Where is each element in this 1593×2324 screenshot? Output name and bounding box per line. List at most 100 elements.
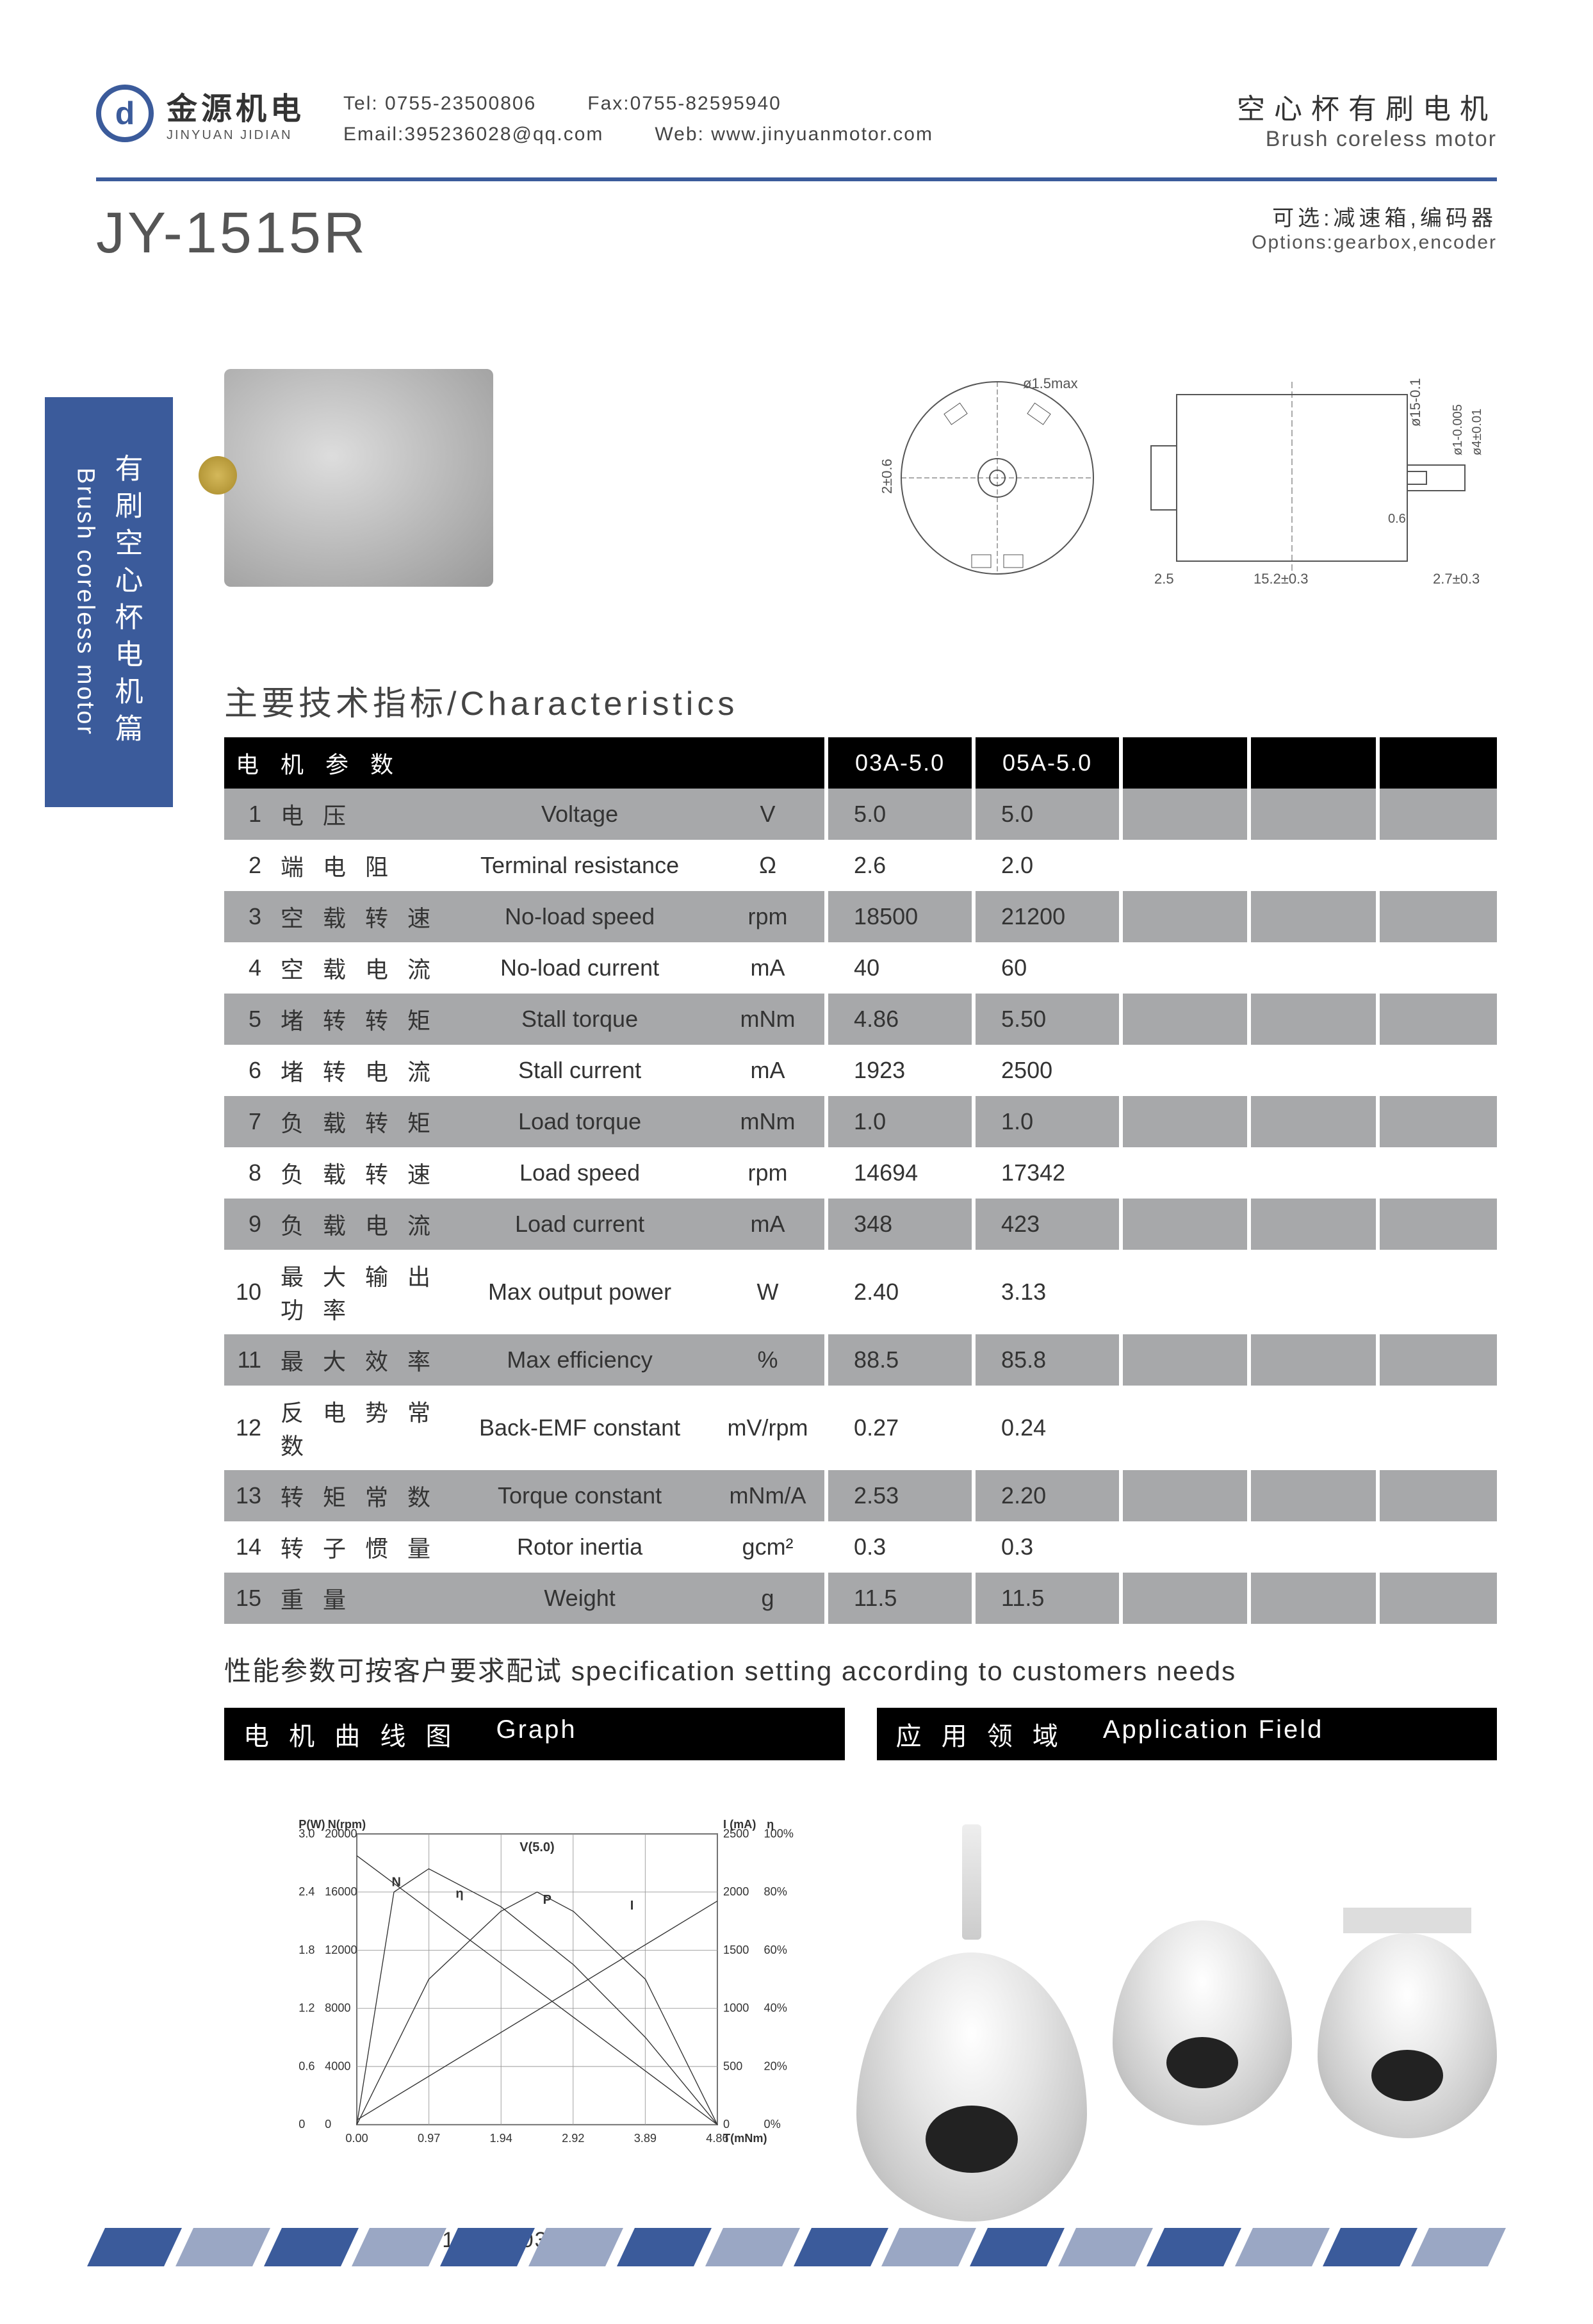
email-value: 395236028@qq.com bbox=[404, 124, 603, 145]
table-header: 电 机 参 数 03A-5.0 05A-5.0 bbox=[224, 737, 1497, 789]
section-headers: 电 机 曲 线 图 Graph 应 用 领 域 Application Fiel… bbox=[224, 1708, 1497, 1760]
characteristics-title: 主要技术指标/Characteristics bbox=[224, 676, 1497, 724]
row-en: Weight bbox=[448, 1573, 711, 1624]
svg-text:T(mNm): T(mNm) bbox=[723, 2132, 767, 2145]
side-banner: Brush coreless motor 有刷空心杯电机篇 bbox=[45, 397, 173, 807]
svg-text:1000: 1000 bbox=[723, 2002, 749, 2015]
graph-hdr-cn: 电 机 曲 线 图 bbox=[243, 1715, 457, 1753]
svg-text:N(rpm): N(rpm) bbox=[328, 1818, 366, 1831]
row-en: Load torque bbox=[448, 1096, 711, 1147]
row-unit: mNm bbox=[711, 994, 826, 1045]
graph-hdr-en: Graph bbox=[496, 1715, 576, 1753]
fax-label: Fax: bbox=[587, 93, 630, 114]
hdr-model-2: 05A-5.0 bbox=[974, 737, 1121, 789]
row-cn: 重 量 bbox=[269, 1573, 448, 1624]
svg-text:P: P bbox=[543, 1893, 551, 1907]
row-en: Max efficiency bbox=[448, 1334, 711, 1386]
svg-text:60%: 60% bbox=[764, 1943, 787, 1956]
row-index: 1 bbox=[224, 789, 269, 840]
row-cn: 负 载 转 速 bbox=[269, 1147, 448, 1199]
footer-decoration bbox=[96, 2228, 1497, 2266]
product-images: ø1.5max 2±0.6 ø15-0.1 2.5 15.2±0.3 bbox=[224, 343, 1497, 612]
logo-cn: 金源机电 bbox=[167, 83, 305, 128]
row-val-1: 40 bbox=[826, 942, 974, 994]
svg-text:20%: 20% bbox=[764, 2059, 787, 2072]
dim-shaft: ø1.5max bbox=[1023, 375, 1078, 391]
dim-b: 15.2±0.3 bbox=[1254, 571, 1308, 587]
hdr-param: 电 机 参 数 bbox=[224, 737, 711, 789]
row-val-2: 11.5 bbox=[974, 1573, 1121, 1624]
row-en: Rotor inertia bbox=[448, 1521, 711, 1573]
contact-info: Tel: 0755-23500806 Fax:0755-82595940 Ema… bbox=[343, 83, 1198, 150]
table-row: 8负 载 转 速Load speedrpm1469417342 bbox=[224, 1147, 1497, 1199]
svg-text:3.89: 3.89 bbox=[634, 2132, 657, 2145]
dim-d: ø1-0.005 bbox=[1451, 404, 1465, 455]
table-row: 6堵 转 电 流Stall currentmA19232500 bbox=[224, 1045, 1497, 1096]
drawing-front: ø1.5max 2±0.6 bbox=[882, 356, 1113, 600]
row-val-1: 348 bbox=[826, 1199, 974, 1250]
row-en: Voltage bbox=[448, 789, 711, 840]
row-cn: 转 子 惯 量 bbox=[269, 1521, 448, 1573]
row-index: 10 bbox=[224, 1250, 269, 1334]
row-unit: % bbox=[711, 1334, 826, 1386]
row-val-2: 1.0 bbox=[974, 1096, 1121, 1147]
svg-text:0%: 0% bbox=[764, 2118, 781, 2131]
svg-text:0.00: 0.00 bbox=[345, 2132, 368, 2145]
row-index: 4 bbox=[224, 942, 269, 994]
row-index: 6 bbox=[224, 1045, 269, 1096]
table-row: 13转 矩 常 数Torque constantmNm/A2.532.20 bbox=[224, 1470, 1497, 1521]
row-unit: gcm² bbox=[711, 1521, 826, 1573]
row-val-1: 0.27 bbox=[826, 1386, 974, 1470]
svg-text:2.4: 2.4 bbox=[298, 1885, 315, 1898]
performance-graph: 0.000000%0.970.6400050020%1.941.28000100… bbox=[275, 1799, 799, 2183]
table-row: 12反 电 势 常 数Back-EMF constantmV/rpm0.270.… bbox=[224, 1386, 1497, 1470]
row-en: Stall current bbox=[448, 1045, 711, 1096]
svg-text:80%: 80% bbox=[764, 1885, 787, 1898]
row-val-1: 0.3 bbox=[826, 1521, 974, 1573]
subheader: JY-1515R 可选:减速箱,编码器 Options:gearbox,enco… bbox=[96, 200, 1497, 266]
row-val-2: 2500 bbox=[974, 1045, 1121, 1096]
table-row: 9负 载 电 流Load currentmA348423 bbox=[224, 1199, 1497, 1250]
row-val-1: 4.86 bbox=[826, 994, 974, 1045]
hdr-model-1: 03A-5.0 bbox=[826, 737, 974, 789]
row-index: 14 bbox=[224, 1521, 269, 1573]
svg-text:2.92: 2.92 bbox=[562, 2132, 584, 2145]
svg-text:40%: 40% bbox=[764, 2002, 787, 2015]
product-name: 空心杯有刷电机 Brush coreless motor bbox=[1237, 83, 1497, 152]
svg-text:I (mA): I (mA) bbox=[723, 1818, 756, 1831]
svg-text:16000: 16000 bbox=[325, 1885, 357, 1898]
row-index: 8 bbox=[224, 1147, 269, 1199]
application-images bbox=[856, 1786, 1497, 2260]
email-label: Email: bbox=[343, 124, 404, 145]
row-val-2: 0.24 bbox=[974, 1386, 1121, 1470]
svg-text:12000: 12000 bbox=[325, 1943, 357, 1956]
row-unit: mNm/A bbox=[711, 1470, 826, 1521]
svg-text:4000: 4000 bbox=[325, 2059, 350, 2072]
svg-text:0.97: 0.97 bbox=[418, 2132, 440, 2145]
svg-text:η: η bbox=[767, 1818, 774, 1831]
row-en: Torque constant bbox=[448, 1470, 711, 1521]
row-index: 13 bbox=[224, 1470, 269, 1521]
row-unit: mA bbox=[711, 1199, 826, 1250]
options-en: Options:gearbox,encoder bbox=[1252, 232, 1497, 254]
page-header: d 金源机电 JINYUAN JIDIAN Tel: 0755-23500806… bbox=[96, 83, 1497, 181]
row-cn: 端 电 阻 bbox=[269, 840, 448, 891]
row-val-1: 2.6 bbox=[826, 840, 974, 891]
row-cn: 空 载 转 速 bbox=[269, 891, 448, 942]
row-unit: V bbox=[711, 789, 826, 840]
row-unit: rpm bbox=[711, 891, 826, 942]
row-unit: mV/rpm bbox=[711, 1386, 826, 1470]
svg-text:1.2: 1.2 bbox=[298, 2002, 315, 2015]
product-en: Brush coreless motor bbox=[1237, 127, 1497, 152]
svg-text:1.94: 1.94 bbox=[490, 2132, 512, 2145]
dim-c: 0.6 bbox=[1388, 512, 1406, 526]
table-row: 15重 量Weightg11.511.5 bbox=[224, 1573, 1497, 1624]
svg-text:V(5.0): V(5.0) bbox=[519, 1840, 554, 1854]
row-cn: 最 大 效 率 bbox=[269, 1334, 448, 1386]
table-row: 4空 载 电 流No-load currentmA4060 bbox=[224, 942, 1497, 994]
dim-od: ø15-0.1 bbox=[1407, 378, 1423, 427]
row-val-1: 11.5 bbox=[826, 1573, 974, 1624]
row-val-2: 0.3 bbox=[974, 1521, 1121, 1573]
web-value: www.jinyuanmotor.com bbox=[711, 124, 933, 145]
row-val-2: 5.50 bbox=[974, 994, 1121, 1045]
